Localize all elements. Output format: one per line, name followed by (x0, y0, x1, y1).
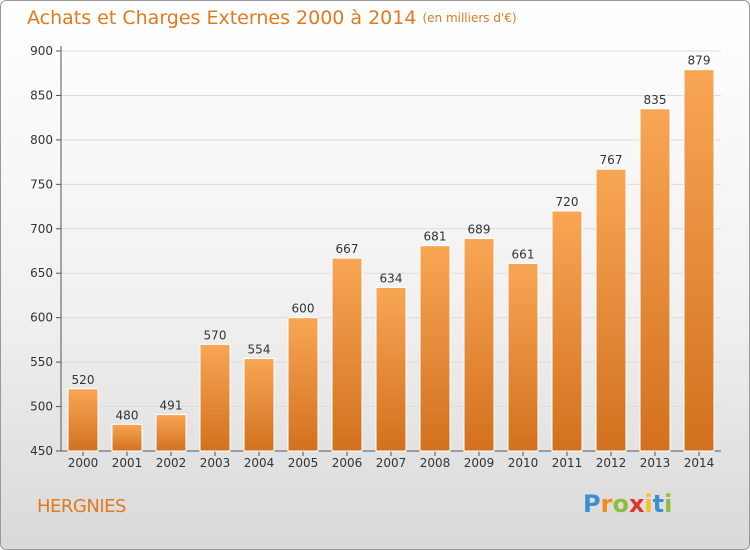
x-tick-label-2012: 2012 (596, 456, 627, 470)
bar-2002 (155, 414, 187, 452)
bar-2008 (419, 245, 451, 452)
y-tick-label: 450 (30, 444, 53, 458)
bar-2012 (595, 168, 627, 452)
data-labels: 520 480 491 570 554 600 667 634 681 689 661 720 767 8… (72, 54, 711, 423)
x-tick-label-2011: 2011 (552, 456, 583, 470)
bar-2014 (683, 69, 715, 452)
x-tick-label-2001: 2001 (112, 456, 143, 470)
x-tick-label-2004: 2004 (244, 456, 275, 470)
x-tick-label-2000: 2000 (68, 456, 99, 470)
data-label-2013: 835 (644, 93, 667, 107)
data-label-2014: 879 (688, 54, 711, 68)
bar-2013 (639, 108, 671, 452)
y-tick-label: 550 (30, 355, 53, 369)
y-tick-label: 600 (30, 311, 53, 325)
bar-2004 (243, 358, 275, 452)
logo-letter: i (664, 490, 673, 518)
title-unit: (en milliers d'€) (422, 11, 517, 25)
x-tick-label-2008: 2008 (420, 456, 451, 470)
y-tick-label: 850 (30, 88, 53, 102)
x-tick-label-2002: 2002 (156, 456, 187, 470)
x-tick-label-2013: 2013 (640, 456, 671, 470)
data-label-2003: 570 (204, 328, 227, 342)
data-label-2006: 667 (336, 242, 359, 256)
x-tick-label-2003: 2003 (200, 456, 231, 470)
logo-letter: P (583, 490, 601, 518)
x-tick-label-2010: 2010 (508, 456, 539, 470)
x-tick-label-2006: 2006 (332, 456, 363, 470)
title-text: Achats et Charges Externes 2000 à 2014 (27, 7, 417, 29)
data-label-2008: 681 (424, 230, 447, 244)
bars (67, 69, 715, 452)
proxiti-logo[interactable]: Proxiti (583, 490, 672, 518)
data-label-2000: 520 (72, 373, 95, 387)
commune-name: HERGNIES (37, 496, 126, 517)
data-label-2002: 491 (160, 399, 183, 413)
logo-letter: o (612, 490, 629, 518)
logo-letter: x (628, 490, 645, 518)
y-tick-label: 800 (30, 133, 53, 147)
chart-title: Achats et Charges Externes 2000 à 2014 (e… (27, 7, 517, 29)
y-tick-label: 500 (30, 400, 53, 414)
bar-2009 (463, 238, 495, 452)
logo-letter: t (652, 490, 665, 518)
x-tick-label-2009: 2009 (464, 456, 495, 470)
bar-2001 (111, 423, 143, 452)
logo-letter: i (644, 490, 653, 518)
bar-2003 (199, 343, 231, 452)
data-label-2001: 480 (116, 408, 139, 422)
data-label-2004: 554 (248, 343, 271, 357)
data-label-2010: 661 (512, 247, 535, 261)
bar-2007 (375, 286, 407, 452)
data-label-2005: 600 (292, 302, 315, 316)
logo-letter: r (600, 490, 613, 518)
x-tick-label-2007: 2007 (376, 456, 407, 470)
data-label-2009: 689 (468, 223, 491, 237)
y-tick-label: 900 (30, 44, 53, 58)
x-tick-label-2005: 2005 (288, 456, 319, 470)
bar-2011 (551, 210, 583, 452)
bar-2000 (67, 388, 99, 452)
data-label-2012: 767 (600, 153, 623, 167)
bar-2010 (507, 262, 539, 452)
x-tick-label-2014: 2014 (684, 456, 715, 470)
bar-2005 (287, 317, 319, 452)
data-label-2011: 720 (556, 195, 579, 209)
y-tick-label: 750 (30, 177, 53, 191)
y-tick-label: 700 (30, 222, 53, 236)
y-tick-label: 650 (30, 266, 53, 280)
data-label-2007: 634 (380, 271, 403, 285)
bar-2006 (331, 257, 363, 452)
